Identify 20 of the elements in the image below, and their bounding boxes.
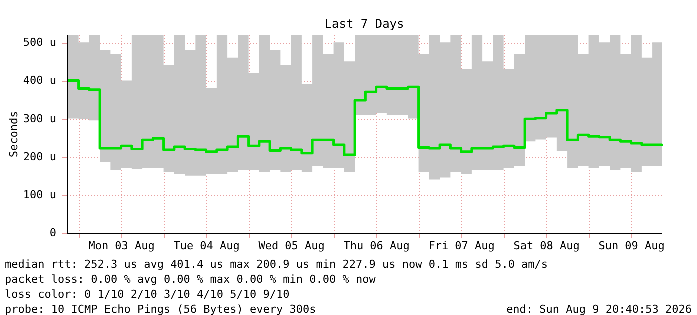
x-tick-label: Fri 07 Aug [428,240,495,252]
text: end: Sun Aug 9 20:40:53 2026 [506,303,692,315]
text: median rtt: 252.3 us avg 401.4 us max 200.9 us min 227.9 us now 0.1 ms sd 5.0 am/s [5,258,548,271]
x-tick-label: Sat 08 Aug [514,240,580,252]
x-tick-label: Wed 05 Aug [258,240,325,252]
x-tick-label: Thu 06 Aug [344,240,410,252]
y-tick-label: 400 u [23,74,56,88]
x-tick-label: Sun 09 Aug [598,240,665,252]
text: packet loss: 0.00 % avg 0.00 % max 0.00 % min 0.00 % now [5,273,376,286]
chart-title: Last 7 Days [324,17,404,31]
y-axis-title: Seconds [7,111,20,158]
y-tick-label: 100 u [23,188,56,202]
y-tick-label: 500 u [23,36,56,50]
y-tick-label: 0 [50,226,56,240]
y-tick-label: 200 u [23,150,56,164]
text: probe: 10 ICMP Echo Pings (56 Bytes) every 300s [5,303,316,315]
x-tick-label: Tue 04 Aug [174,240,240,252]
x-tick-label: Mon 03 Aug [88,240,155,252]
y-tick-label: 300 u [23,112,56,126]
text: loss color: 0 1/10 2/10 3/10 4/10 5/10 9/10 [5,288,290,301]
